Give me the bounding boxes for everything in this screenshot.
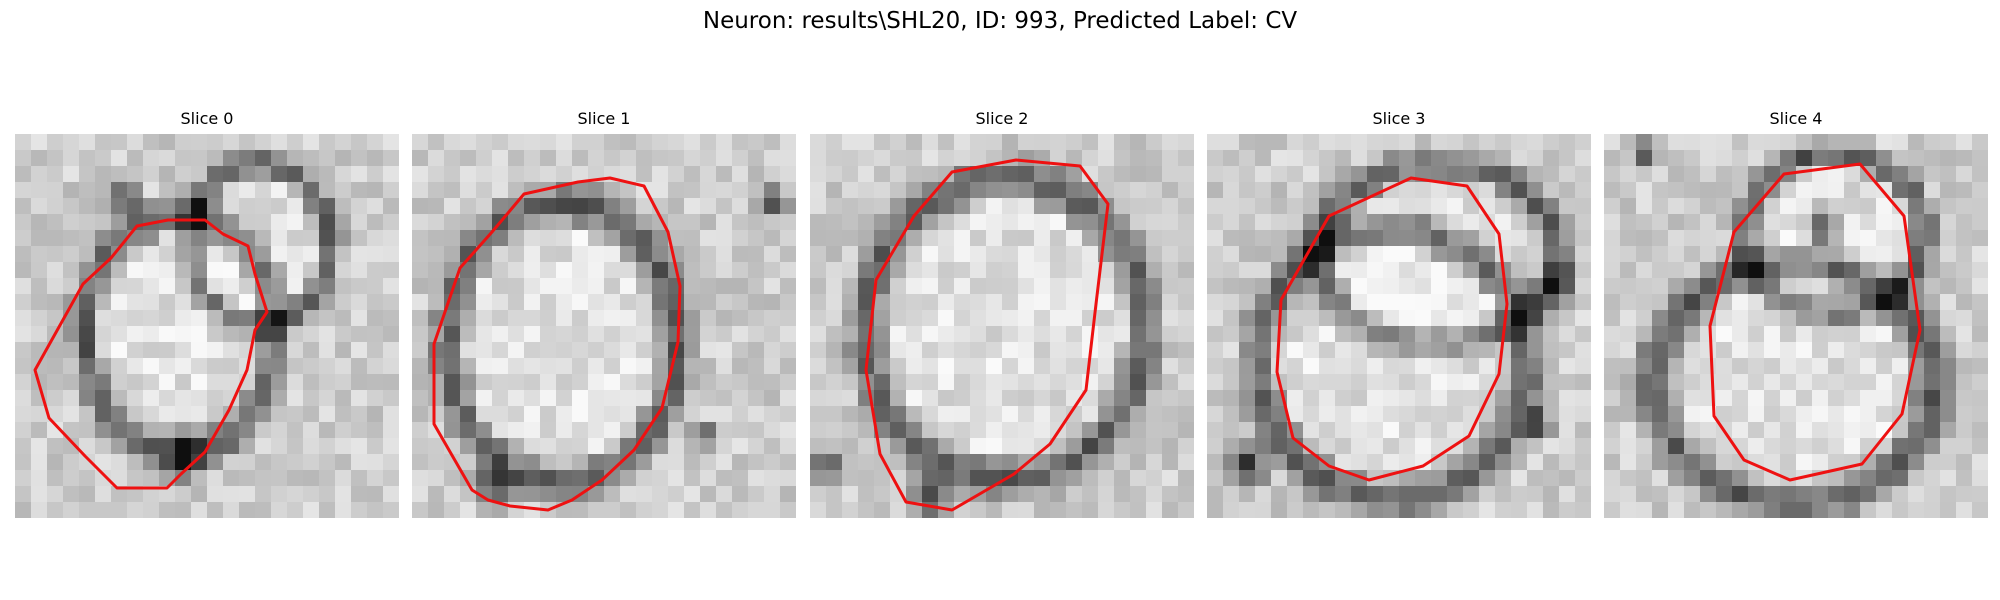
slice-panel-0: Slice 0 [15,108,399,518]
slice-image-2 [810,134,1194,518]
slice-title-4: Slice 4 [1769,109,1823,128]
slice-title-2: Slice 2 [975,109,1029,128]
pixel-grid [1604,134,1988,518]
pixel-grid [412,134,796,518]
segmentation-contour [1275,176,1509,482]
slice-image-3 [1207,134,1591,518]
slice-image-0 [15,134,399,518]
pixel-grid [15,134,399,518]
slice-panel-2: Slice 2 [810,108,1194,518]
slice-title-0: Slice 0 [180,109,234,128]
slice-image-4 [1604,134,1988,518]
slice-panel-4: Slice 4 [1604,108,1988,518]
segmentation-contour [432,176,682,512]
segmentation-contour [1708,162,1922,482]
slice-panel-1: Slice 1 [412,108,796,518]
pixel-grid [1207,134,1591,518]
slice-image-1 [412,134,796,518]
pixel-grid [810,134,1194,518]
slice-panel-3: Slice 3 [1207,108,1591,518]
segmentation-contour [33,218,269,490]
figure-title: Neuron: results\SHL20, ID: 993, Predicte… [702,8,1298,34]
segmentation-contour [864,158,1110,512]
slice-title-1: Slice 1 [577,109,631,128]
slice-title-3: Slice 3 [1372,109,1426,128]
